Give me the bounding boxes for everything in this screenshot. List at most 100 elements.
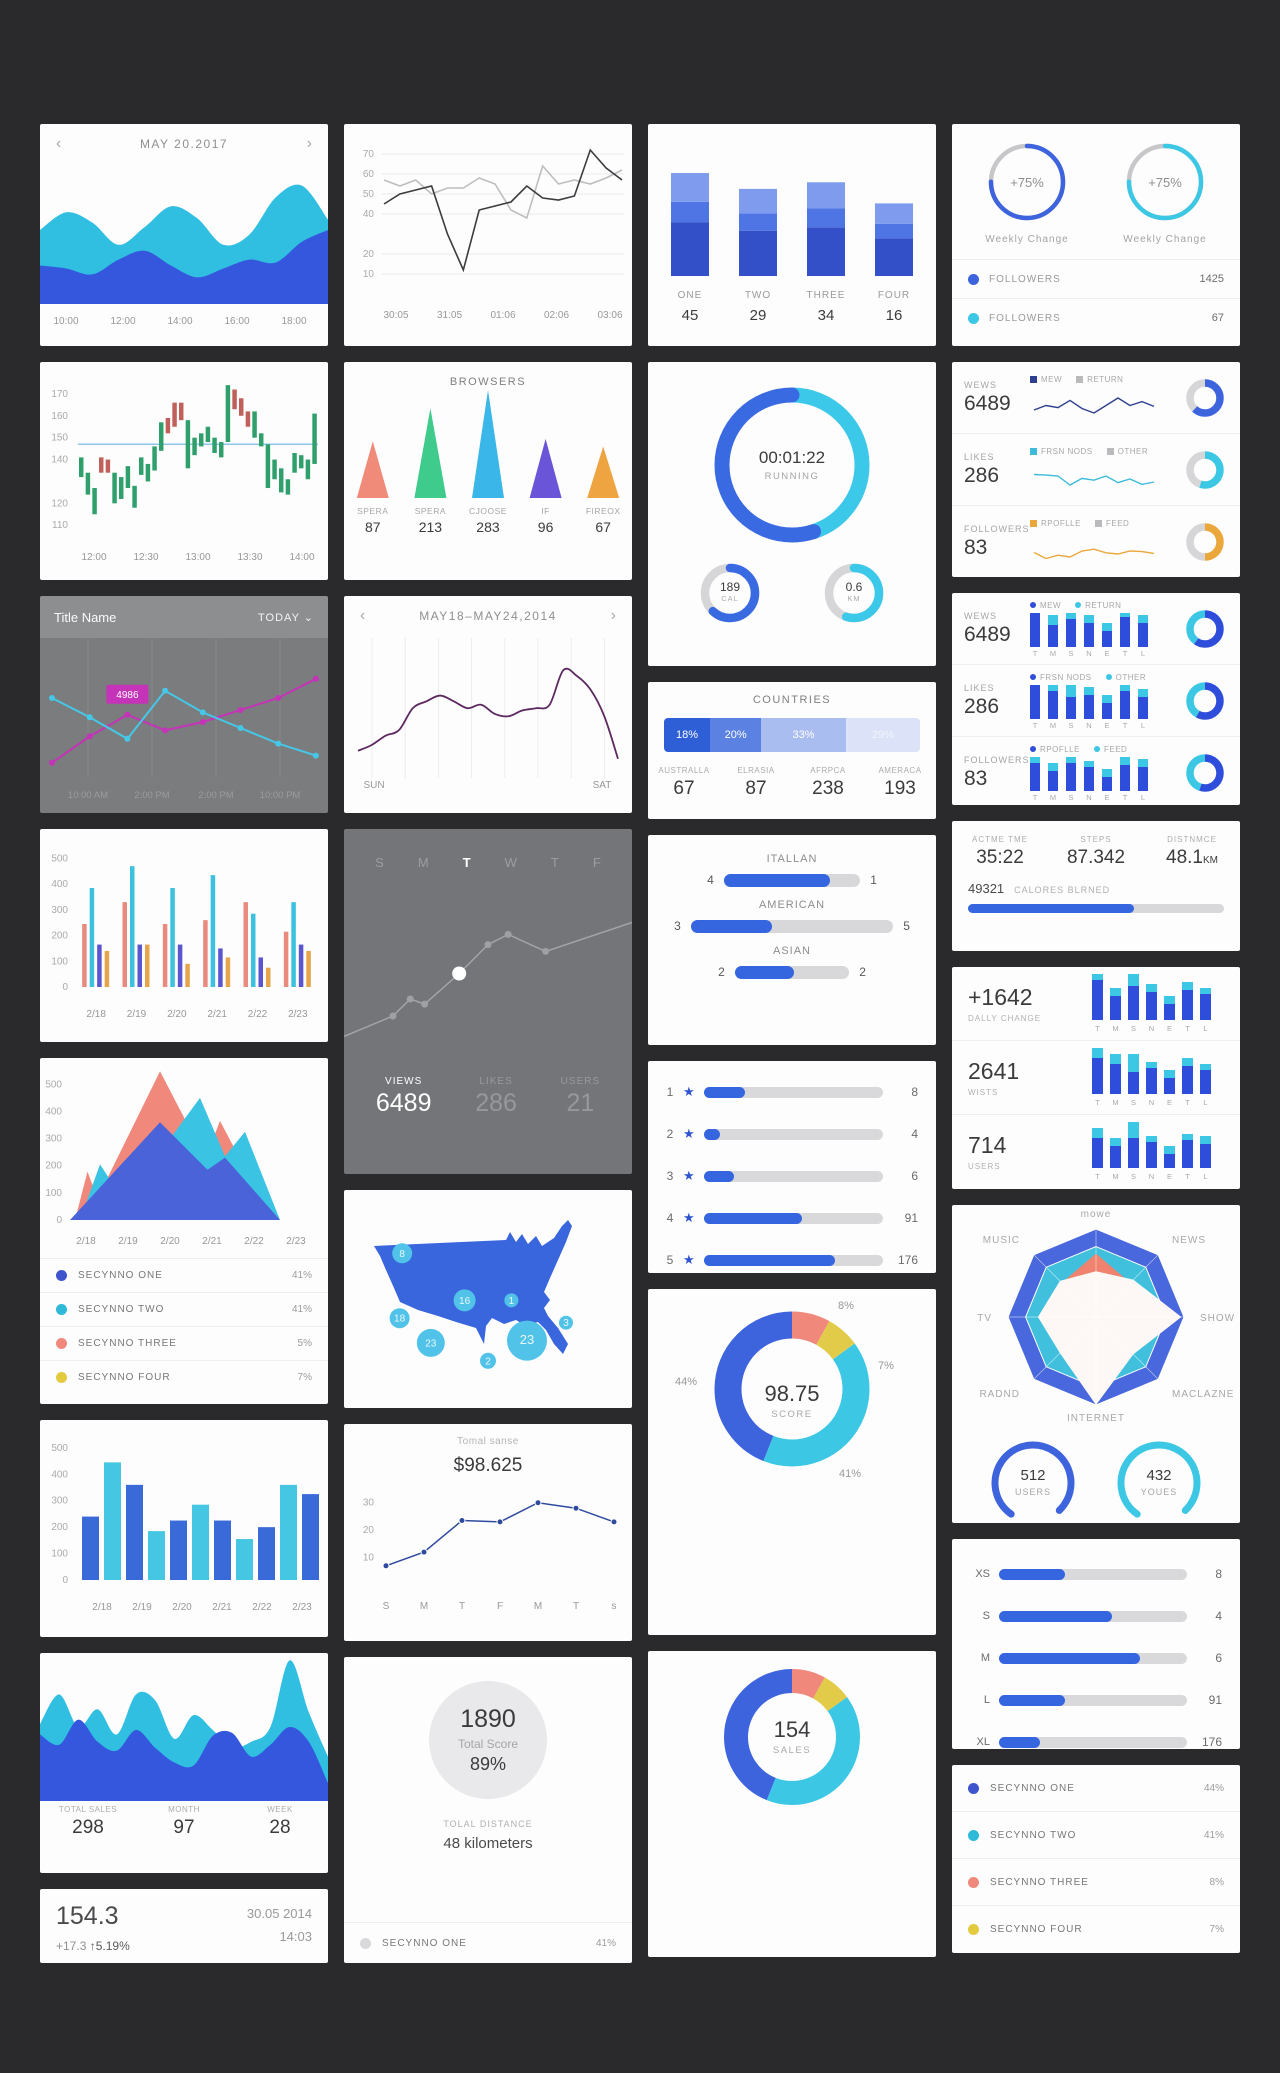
right-value: 2: [859, 965, 866, 979]
rating-value: 6: [911, 1169, 918, 1183]
daily-left: 714 USERS: [968, 1132, 1007, 1171]
mini-donut-ring: [821, 560, 887, 626]
legend-value: 41%: [291, 1304, 312, 1315]
svg-text:16:00: 16:00: [224, 316, 249, 327]
legend-marker: [1093, 746, 1100, 752]
prev-arrow-icon[interactable]: ‹: [360, 607, 366, 624]
social-row: LIKES 286 FRSN NODS OTHER T M S N E T L: [952, 664, 1240, 736]
card-cuisine: ITALLAN 4 1 AMERICAN 3 5 ASIAN 2: [648, 835, 936, 1045]
legend-item: RETURN: [1076, 375, 1123, 384]
svg-text:2/21: 2/21: [212, 1602, 232, 1613]
stat-users: USERS 21: [560, 1076, 601, 1117]
donut-center: 98.75 SCORE: [648, 1381, 936, 1420]
size-track: [999, 1652, 1187, 1664]
cuisine-row: ITALLAN 4 1: [648, 841, 936, 887]
day-letter[interactable]: T: [550, 855, 559, 870]
calories-line: 49321 CALORES BLRNED: [952, 869, 1240, 904]
candlestick-chart: 170 160 150 140 120 110 12:00 12:30 13:00 13:30 14…: [40, 362, 328, 578]
size-value: 6: [1215, 1651, 1222, 1665]
svg-text:2/21: 2/21: [202, 1236, 222, 1247]
day-letter[interactable]: S: [375, 855, 384, 870]
right-value: 1: [870, 873, 877, 887]
ticker-date: 30.05 2014: [246, 1906, 312, 1921]
distance-label: TOLAL DISTANCE: [443, 1819, 533, 1829]
card-ticker: 154.3 +17.3 ↑5.19% 30.05 2014 14:03: [40, 1889, 328, 1963]
svg-text:+75%: +75%: [1148, 175, 1182, 190]
legend-value: 44%: [1203, 1782, 1224, 1794]
country-segment: 20%: [710, 718, 762, 752]
row-label: LIKES: [964, 682, 995, 693]
range-dropdown[interactable]: TODAY ⌄: [258, 611, 314, 624]
size-label: XS: [975, 1568, 990, 1580]
legend-row: SECYNNO ONE 44%: [952, 1765, 1240, 1811]
svg-text:N: N: [1149, 1024, 1154, 1033]
week-line-chart: SUN SAT: [344, 628, 632, 800]
svg-text:20: 20: [363, 1525, 375, 1536]
star-icon: ★: [683, 1210, 695, 1225]
next-arrow-icon[interactable]: ›: [306, 135, 312, 152]
size-label: XL: [976, 1736, 990, 1748]
day-letter[interactable]: W: [504, 855, 517, 870]
row-label: WEWS: [964, 610, 997, 621]
svg-text:2/20: 2/20: [160, 1236, 180, 1247]
legend-label: SECYNNO ONE: [990, 1782, 1075, 1794]
cuisine-row: ASIAN 2 2: [648, 933, 936, 979]
star-count: 3: [666, 1169, 674, 1183]
dark-card-header: Title Name TODAY ⌄: [40, 596, 328, 638]
svg-text:2/18: 2/18: [76, 1236, 96, 1247]
stat: TOTAL SALES 298: [58, 1805, 118, 1838]
svg-text:200: 200: [51, 931, 68, 942]
arc-value: 512: [1020, 1467, 1046, 1484]
svg-text:300: 300: [45, 1134, 62, 1145]
svg-text:2/23: 2/23: [288, 1009, 308, 1020]
svg-text:300: 300: [51, 1496, 68, 1507]
svg-text:12:30: 12:30: [133, 552, 158, 563]
calories-value: 49321: [968, 881, 1005, 896]
radar-chart: mowe NEWS SHOW MACLAZNE INTERNET RADND TV MUSIC: [952, 1205, 1240, 1431]
running-center: 00:01:22 RUNNING: [648, 448, 936, 482]
day-letter[interactable]: M: [417, 855, 429, 870]
day-letter[interactable]: F: [592, 855, 601, 870]
svg-text:ONE: ONE: [678, 290, 703, 301]
rating-value: 4: [911, 1127, 918, 1141]
svg-text:N: N: [1086, 649, 1091, 657]
svg-text:2/22: 2/22: [252, 1602, 272, 1613]
legend-dot: [968, 312, 979, 324]
dark-week-stats: VIEWS 6489 LIKES 286 USERS 21: [344, 1070, 632, 1118]
stat: IF 96: [537, 506, 554, 535]
stat: STEPS 87.342: [1066, 835, 1126, 868]
country-segment: 29%: [845, 718, 920, 752]
daily-left: +1642 DALLY CHANGE: [968, 984, 1042, 1023]
svg-text:2/18: 2/18: [86, 1009, 106, 1020]
card-title-name: Title Name TODAY ⌄ 4986 10:00 AM 2:00 PM 2:…: [40, 596, 328, 813]
legend-dot: [968, 273, 979, 285]
prev-arrow-icon[interactable]: ‹: [56, 135, 62, 152]
svg-text:02:06: 02:06: [544, 310, 569, 321]
gauge-caption: Weekly Change: [985, 234, 1069, 245]
donut-label: SALES: [772, 1745, 812, 1756]
row-value: 286: [964, 463, 1000, 487]
legend-item: RETURN: [1075, 601, 1121, 610]
svg-text:200: 200: [51, 1522, 68, 1533]
svg-text:03:06: 03:06: [597, 310, 622, 321]
score-percent: 89%: [469, 1754, 507, 1774]
svg-text:01:06: 01:06: [490, 310, 515, 321]
svg-text:2:00 PM: 2:00 PM: [134, 790, 169, 801]
row-label: FOLLOWERS: [989, 273, 1061, 285]
svg-text:10:00 AM: 10:00 AM: [68, 790, 108, 801]
svg-text:2:00 PM: 2:00 PM: [198, 790, 233, 801]
grouped-bar-chart: 500 400 300 200 100 0 2/18 2/19 2/20 2/21 2/22 2/23: [40, 829, 328, 1039]
legend-row: SECYNNO ONE 41%: [40, 1258, 328, 1292]
stacked-bar-chart: ONE 45 TWO 29 THREE 34 FOUR 16: [648, 124, 936, 336]
svg-text:TV: TV: [977, 1313, 992, 1324]
day-letter[interactable]: T: [462, 855, 471, 870]
card-sales-donut: 154 SALES: [648, 1651, 936, 1957]
stat: ACTME TME 35:22: [972, 835, 1028, 868]
row-label: FOLLOWERS: [964, 523, 1030, 534]
next-arrow-icon[interactable]: ›: [610, 607, 616, 624]
stat: WEEK 28: [267, 1805, 293, 1838]
row-donut: [1182, 678, 1228, 724]
right-value: 5: [903, 919, 910, 933]
size-label: S: [982, 1610, 990, 1622]
